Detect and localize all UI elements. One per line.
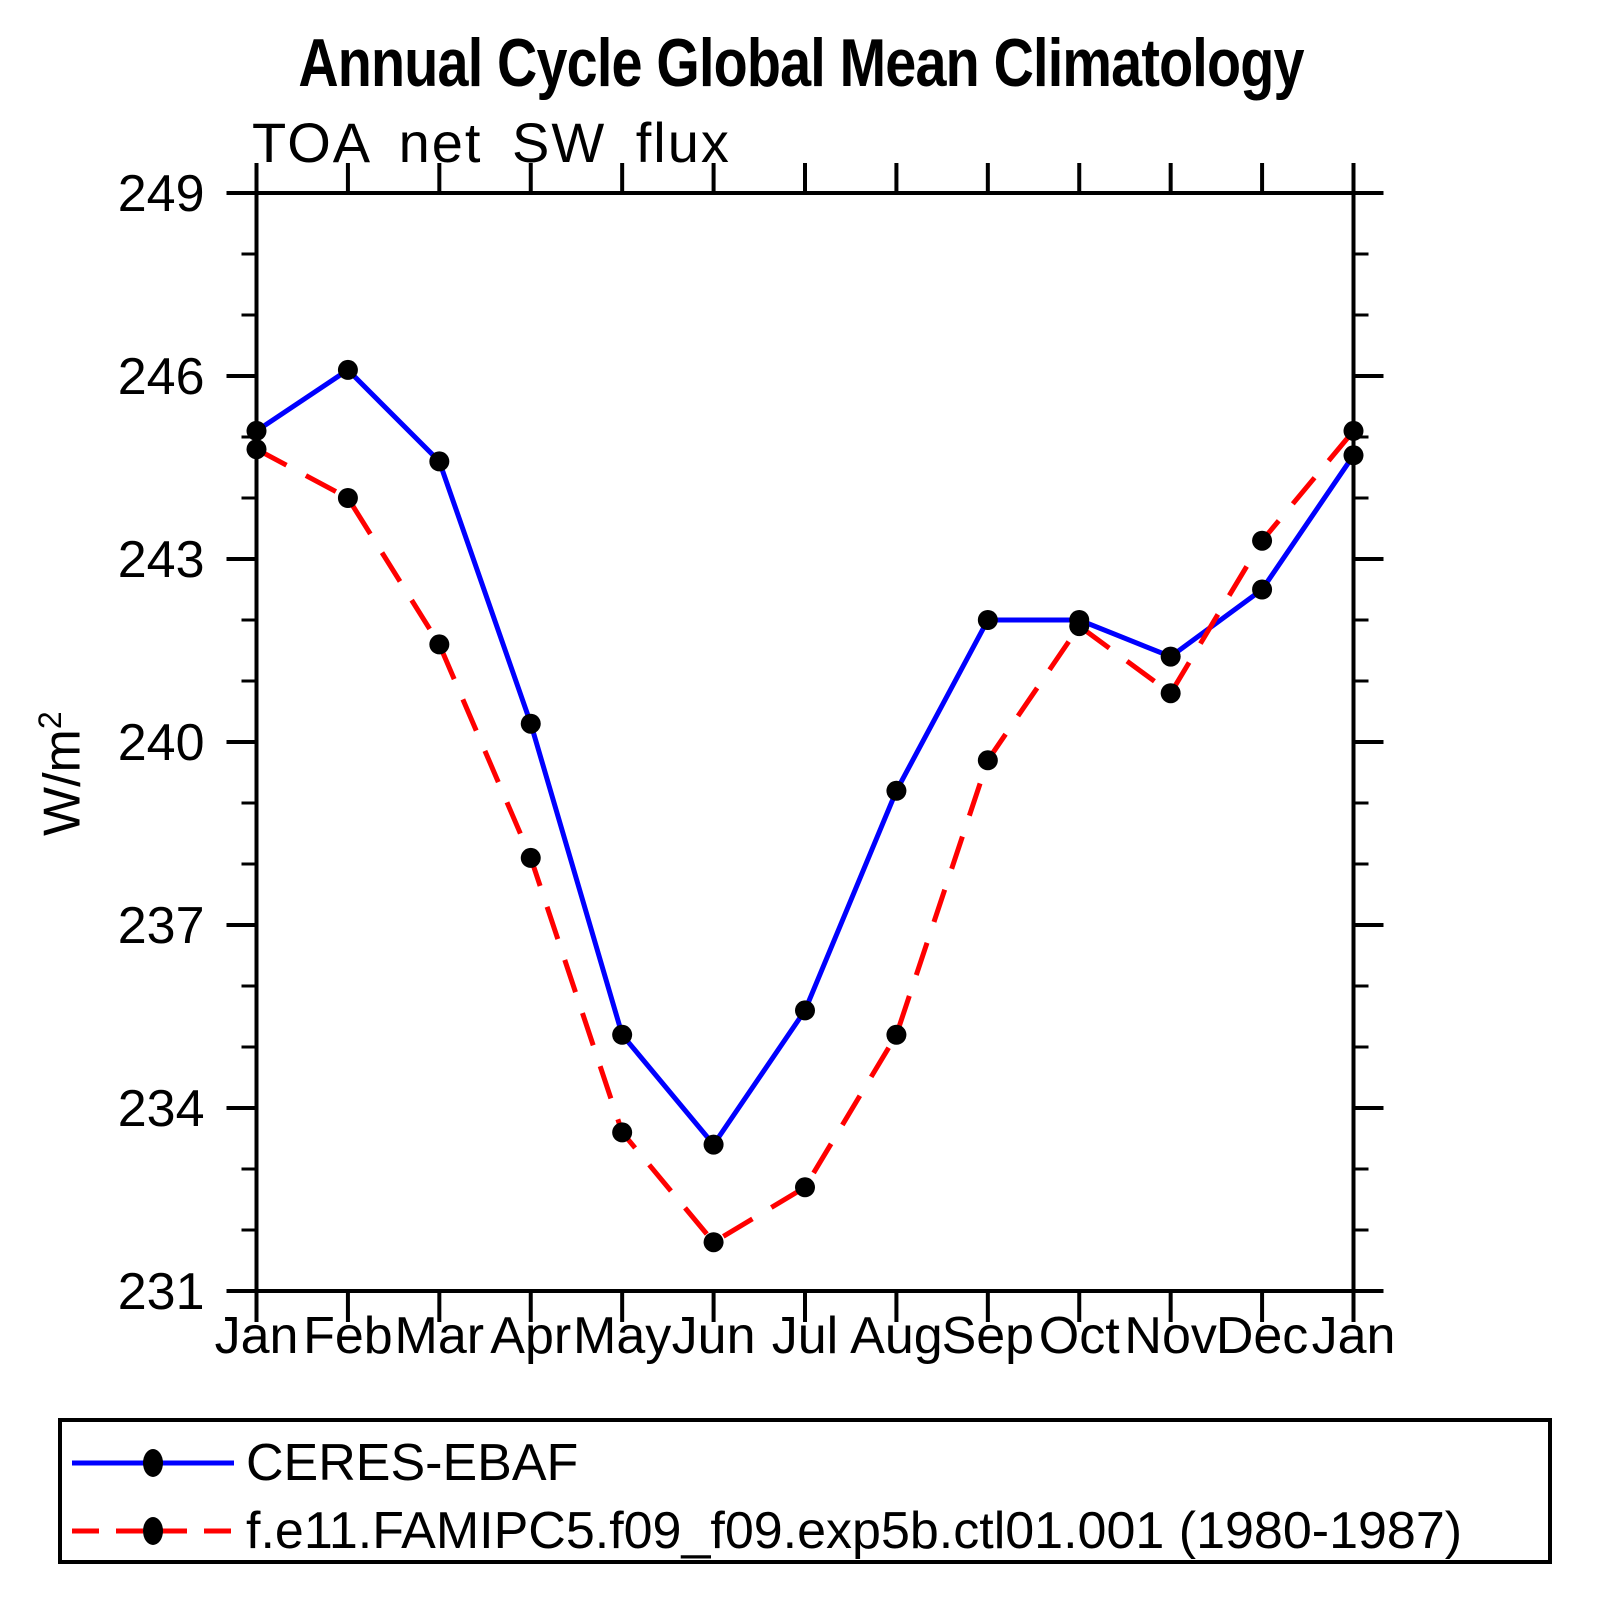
legend-swatch-dashed-line [72, 1517, 234, 1545]
x-tick-label: Jul [772, 1307, 838, 1365]
data-point-series1-Jul [795, 1177, 815, 1198]
data-point-series1-Jan [1343, 420, 1364, 441]
data-point-series0-May [612, 1024, 633, 1045]
x-tick-label: Nov [1124, 1307, 1216, 1365]
x-tick-label: Mar [395, 1307, 485, 1365]
x-tick-label: Dec [1216, 1307, 1308, 1365]
data-point-series0-Nov [1160, 646, 1181, 667]
y-tick-label: 246 [118, 348, 205, 406]
data-point-series0-Jun [703, 1134, 724, 1155]
plot-frame [254, 191, 1356, 1293]
x-tick-label: Jan [215, 1307, 299, 1365]
x-tick-label: Apr [490, 1307, 571, 1365]
legend-item-ceres-ebaf: CERES-EBAF [70, 1432, 1544, 1494]
y-tick-label: 243 [118, 531, 205, 589]
data-point-series1-Jun [703, 1232, 724, 1253]
y-tick-label: 234 [118, 1080, 205, 1138]
series-line-0 [255, 366, 1356, 1149]
data-point-series0-Jan [1343, 445, 1364, 466]
legend-marker [143, 1449, 163, 1477]
x-tick-label: Sep [942, 1307, 1035, 1365]
y-tick-label: 237 [118, 897, 205, 955]
y-tick-label: 231 [118, 1263, 205, 1321]
chart-subtitle: TOA net SW flux [252, 111, 731, 174]
x-tick-label: Aug [850, 1307, 943, 1365]
data-point-series1-Dec [1252, 530, 1273, 551]
x-tick-label: Jan [1312, 1307, 1396, 1365]
y-tick-label: 249 [118, 165, 205, 223]
x-tick-label: Oct [1039, 1307, 1120, 1365]
data-point-series1-Feb [337, 488, 358, 508]
data-point-series0-Feb [337, 359, 358, 380]
data-point-series1-Oct [1069, 616, 1090, 637]
data-point-series1-May [612, 1122, 633, 1143]
data-point-series0-Jul [795, 1000, 815, 1021]
data-point-series0-Jan [246, 420, 267, 441]
data-point-series1-Mar [429, 634, 450, 655]
data-point-series1-Aug [886, 1024, 907, 1045]
x-tick-label: May [573, 1307, 671, 1365]
chart-title: Annual Cycle Global Mean Climatology [298, 25, 1304, 101]
data-point-series1-Jan [246, 439, 267, 460]
x-tick-label: Jun [672, 1307, 756, 1365]
legend-label: f.e11.FAMIPC5.f09_f09.exp5b.ctl01.001 (1… [246, 1502, 1463, 1560]
data-point-series1-Sep [977, 750, 998, 771]
legend-box: CERES-EBAF f.e11.FAMIPC5.f09_f09.exp5b.c… [58, 1418, 1552, 1564]
data-point-series0-Mar [429, 451, 450, 472]
legend-item-model: f.e11.FAMIPC5.f09_f09.exp5b.ctl01.001 (1… [70, 1500, 1544, 1562]
legend-label: CERES-EBAF [246, 1434, 579, 1492]
series-line-1 [255, 429, 1356, 1246]
data-point-series0-Aug [886, 780, 907, 801]
legend-swatch-solid-line [72, 1449, 234, 1477]
x-tick-label: Feb [303, 1307, 393, 1365]
data-point-series0-Dec [1252, 579, 1273, 600]
legend-marker [143, 1517, 163, 1545]
data-point-series1-Apr [520, 847, 541, 868]
data-point-series0-Sep [977, 610, 998, 630]
y-tick-label: 240 [118, 714, 205, 772]
data-point-series0-Apr [520, 713, 541, 734]
data-point-series1-Nov [1160, 683, 1181, 704]
